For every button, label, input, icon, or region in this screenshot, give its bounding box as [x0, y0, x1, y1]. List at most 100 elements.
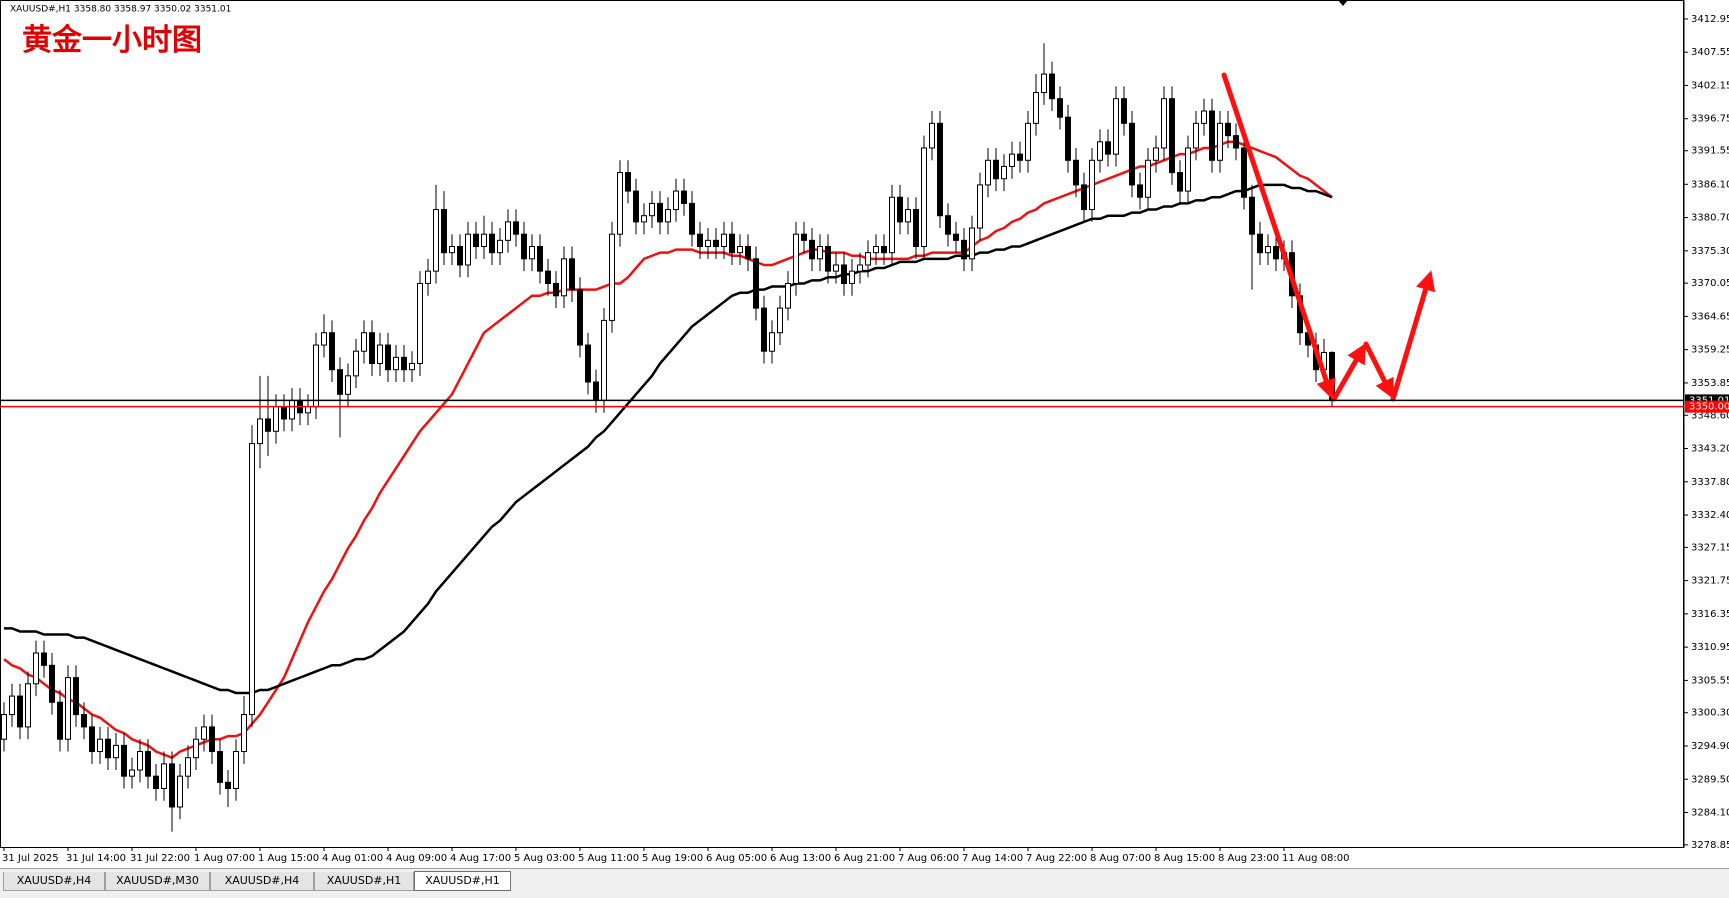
candle-body	[1129, 122, 1135, 186]
candle-body	[737, 246, 743, 254]
y-tick-label: 3370.05	[1691, 278, 1729, 289]
candle-body	[913, 209, 919, 248]
y-tick-label: 3391.55	[1691, 146, 1729, 157]
candle-body	[193, 738, 199, 759]
candle-body	[9, 695, 15, 716]
x-tick-label: 31 Jul 22:00	[130, 853, 190, 864]
arrow-down	[1221, 72, 1336, 400]
candle-body	[865, 252, 871, 266]
candle-body	[705, 239, 711, 248]
candle-body	[593, 381, 599, 401]
x-tick-label: 4 Aug 17:00	[450, 853, 511, 864]
candle-body	[985, 159, 991, 186]
candle-body	[1209, 110, 1215, 161]
chart-title: 黄金一小时图	[22, 23, 202, 58]
candle-body	[1, 714, 7, 740]
x-tick-label: 7 Aug 14:00	[962, 853, 1023, 864]
candle-body	[257, 418, 263, 445]
candle-body	[1033, 92, 1039, 124]
x-tick-label: 31 Jul 14:00	[66, 853, 126, 864]
y-tick-label: 3386.10	[1691, 179, 1729, 190]
y-tick-label: 3332.40	[1691, 510, 1729, 521]
candle-body	[553, 282, 559, 297]
moving-average-line	[4, 183, 1333, 695]
candle-body	[1057, 98, 1063, 118]
candle-body	[393, 356, 399, 371]
x-tick-label: 8 Aug 15:00	[1154, 853, 1215, 864]
x-tick-label: 5 Aug 19:00	[642, 853, 703, 864]
candle-body	[121, 744, 127, 777]
candle-body	[201, 726, 207, 740]
candle-body	[1185, 147, 1191, 192]
candle-body	[841, 264, 847, 284]
candle-body	[137, 751, 143, 771]
candle-body	[625, 172, 631, 192]
arrow-up	[1331, 343, 1366, 402]
candle-body	[905, 209, 911, 223]
x-tick-label: 4 Aug 09:00	[386, 853, 447, 864]
tab-bar: XAUUSD#,H4 XAUUSD#,M30 XAUUSD#,H4 XAUUSD#,H…	[0, 868, 1729, 898]
candle-body	[217, 751, 223, 783]
candle-body	[105, 738, 111, 759]
candle-body	[521, 233, 527, 260]
candle-body	[89, 726, 95, 753]
candle-body	[1097, 141, 1103, 161]
y-tick-label: 3310.95	[1691, 642, 1729, 653]
candle-body	[1001, 165, 1007, 180]
candle-body	[689, 202, 695, 235]
chart-tab[interactable]: XAUUSD#,M30	[105, 872, 210, 891]
candle-body	[385, 344, 391, 371]
candle-body	[929, 122, 935, 149]
y-tick-label: 3289.50	[1691, 774, 1729, 785]
candle-body	[585, 344, 591, 383]
candle-body	[441, 209, 447, 254]
candle-body	[729, 233, 735, 254]
y-tick-label: 3343.20	[1691, 444, 1729, 455]
candle-body	[769, 332, 775, 352]
candle-body	[777, 307, 783, 334]
candle-body	[673, 190, 679, 211]
x-tick-label: 8 Aug 07:00	[1090, 853, 1151, 864]
candle-body	[161, 763, 167, 789]
y-tick-label: 3412.95	[1691, 14, 1729, 25]
candle-body	[1113, 98, 1119, 155]
y-tick-label: 3305.55	[1691, 675, 1729, 686]
chart-tab[interactable]: XAUUSD#,H4	[3, 872, 105, 891]
candle-body	[1217, 122, 1223, 161]
candle-body	[33, 652, 39, 685]
y-tick-label: 3359.25	[1691, 345, 1729, 356]
chart-tab[interactable]: XAUUSD#,H1	[414, 871, 511, 891]
moving-average-line	[3, 140, 1333, 760]
candle-body	[25, 683, 31, 728]
candle-body	[833, 264, 839, 272]
y-tick-label: 3353.85	[1691, 378, 1729, 389]
candle-body	[265, 418, 271, 432]
candle-body	[817, 246, 823, 260]
candle-body	[649, 202, 655, 217]
x-tick-label: 6 Aug 13:00	[770, 853, 831, 864]
x-tick-label: 7 Aug 22:00	[1026, 853, 1087, 864]
candle-body	[81, 714, 87, 728]
candle-body	[417, 282, 423, 365]
candle-body	[537, 246, 543, 272]
candle-body	[369, 332, 375, 365]
chart-tab[interactable]: XAUUSD#,H1	[314, 872, 414, 891]
x-tick-label: 6 Aug 05:00	[706, 853, 767, 864]
candle-body	[617, 172, 623, 235]
candle-body	[1017, 153, 1023, 161]
x-tick-label: 5 Aug 11:00	[578, 853, 639, 864]
candle-body	[505, 221, 511, 241]
candle-body	[433, 209, 439, 272]
candle-body	[1073, 159, 1079, 186]
candle-body	[273, 406, 279, 432]
y-tick-label: 3316.35	[1691, 609, 1729, 620]
chart-tab[interactable]: XAUUSD#,H4	[210, 872, 314, 891]
candle-body	[1145, 159, 1151, 198]
candle-body	[721, 233, 727, 248]
x-tick-label: 11 Aug 08:00	[1282, 853, 1349, 864]
candle-body	[305, 406, 311, 414]
candle-body	[545, 270, 551, 284]
candle-body	[1153, 147, 1159, 161]
candle-body	[249, 443, 255, 716]
